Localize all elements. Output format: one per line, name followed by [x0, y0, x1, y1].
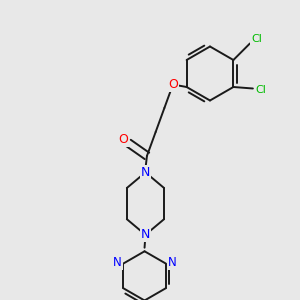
Text: O: O	[168, 77, 178, 91]
Text: N: N	[141, 166, 150, 179]
Text: N: N	[167, 256, 176, 268]
Text: N: N	[141, 166, 150, 179]
Text: O: O	[118, 133, 128, 146]
Text: N: N	[113, 256, 122, 268]
Text: N: N	[141, 228, 150, 241]
Text: Cl: Cl	[251, 34, 262, 44]
Text: Cl: Cl	[255, 85, 266, 95]
